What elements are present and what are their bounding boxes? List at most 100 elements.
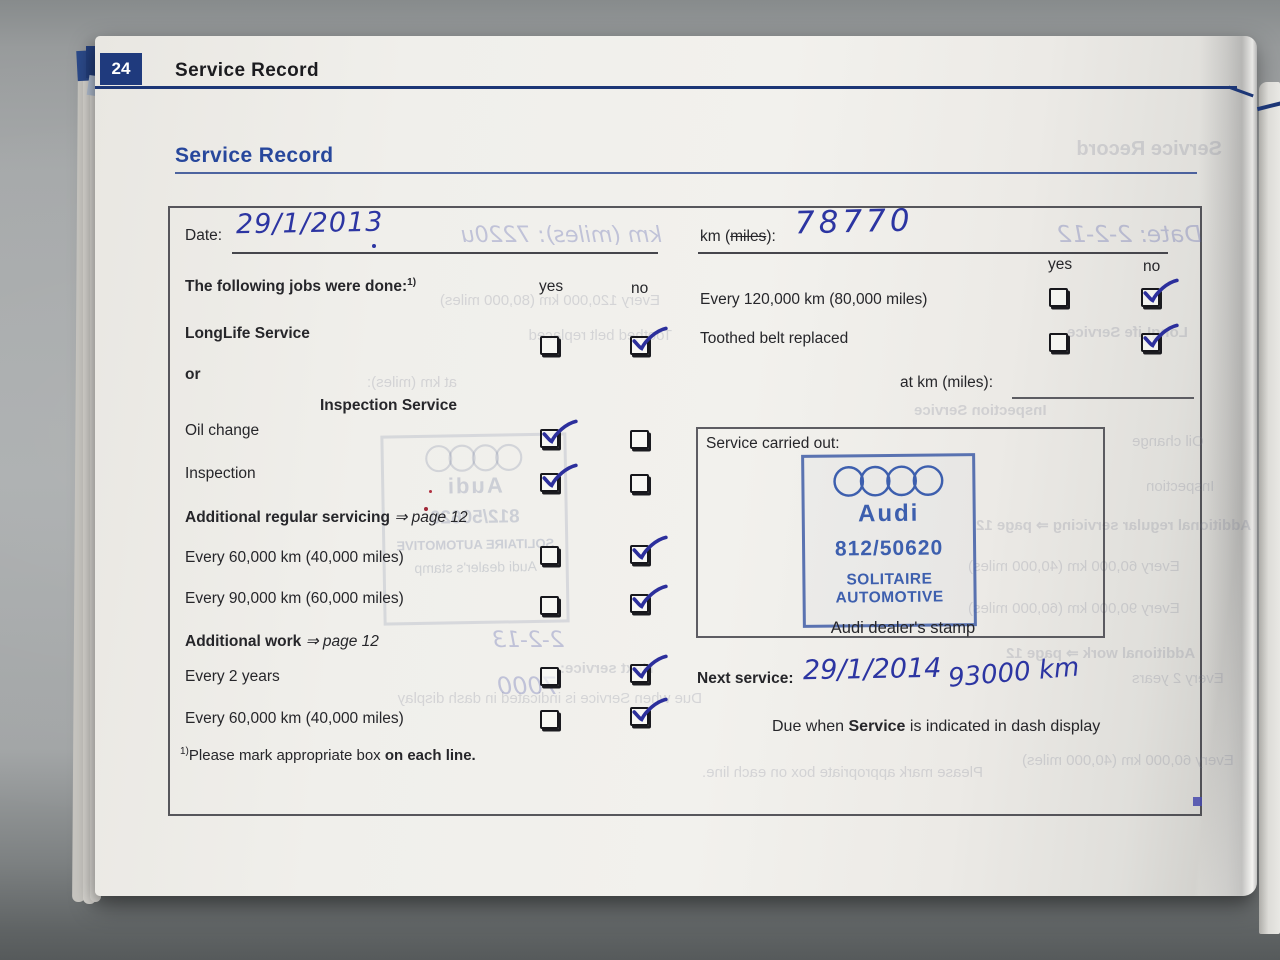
km-miles-label: km (miles):: [700, 228, 776, 245]
checkmark-icon: [632, 697, 668, 722]
checkbox-every-2-years-no[interactable]: [630, 654, 668, 683]
section-rule: [175, 172, 1197, 174]
stamp-dealer-name-1: SOLITAIRE: [846, 570, 933, 589]
running-header-title: Service Record: [175, 60, 319, 81]
bleedthrough-hand-date: 2-2-13: [492, 628, 564, 653]
bleedthrough-km: km (miles): 7220u: [460, 223, 662, 248]
checkbox-every-60000-yes[interactable]: [540, 546, 559, 565]
page-curl-shading: [1199, 36, 1257, 896]
checkmark-icon: [632, 326, 668, 351]
pen-dot: [372, 244, 376, 248]
checkbox-every-120000-no[interactable]: [1141, 278, 1179, 307]
blue-sticker-mark: [1193, 797, 1202, 806]
label-every-60000: Every 60,000 km (40,000 miles): [185, 549, 404, 566]
checkmark-icon: [632, 584, 668, 609]
label-every-2-years: Every 2 years: [185, 668, 280, 685]
checkbox-toothed-belt-no[interactable]: [1141, 323, 1179, 352]
checkmark-icon: [1143, 323, 1179, 348]
bleedthrough-atkm: at km (miles):: [367, 374, 457, 391]
heading-additional-work: Additional work ⇒ page 12: [185, 633, 379, 650]
bleedthrough-stamp-name: SOLITAIRE AUTOMOTIVE: [396, 535, 555, 554]
miles-struck-text: miles: [730, 228, 767, 245]
stamp-brand: Audi: [857, 499, 920, 528]
page-number: 24: [111, 59, 131, 78]
bleedthrough-inspection-service: Inspection Service: [914, 402, 1047, 419]
header-rule: [95, 86, 1237, 89]
checkmark-icon: [1143, 278, 1179, 303]
checkbox-every-90000-yes[interactable]: [540, 596, 559, 615]
label-every-120000: Every 120,000 km (80,000 miles): [700, 291, 928, 308]
checkbox-longlife-yes[interactable]: [540, 336, 559, 355]
checkbox-every-2-years-yes[interactable]: [540, 667, 559, 686]
page-ref: ⇒ page 12: [394, 509, 468, 526]
bleedthrough-stamp-brand: Audi: [445, 472, 503, 499]
service-record-page: [95, 36, 1257, 896]
service-record-form: Date: 2-2-12 km (miles): 7220u Every 120…: [168, 202, 1251, 816]
stamp-dealer-name-2: AUTOMOTIVE: [835, 588, 944, 607]
checkbox-every-60000-b-no[interactable]: [630, 697, 668, 726]
checkmark-icon: [542, 463, 578, 488]
checkmark-icon: [632, 654, 668, 679]
checkmark-icon: [632, 535, 668, 560]
page-ref: ⇒ page 12: [305, 633, 379, 650]
label-every-90000: Every 90,000 km (60,000 miles): [185, 590, 404, 607]
left-col-yes-header: yes: [539, 278, 564, 295]
bleedthrough-please-mark: Please mark appropriate box on each line…: [702, 764, 984, 781]
jobs-heading: The following jobs were done:1): [185, 277, 417, 296]
next-service-km-handwritten: 93000 km: [946, 652, 1081, 694]
checkbox-oil-change-yes[interactable]: [540, 419, 578, 448]
ink-speck: [424, 507, 428, 511]
footnote-ref: 1): [407, 277, 417, 288]
checkbox-toothed-belt-yes[interactable]: [1049, 333, 1068, 352]
audi-rings-icon: [833, 465, 944, 497]
section-title: Service Record: [175, 144, 334, 167]
checkbox-every-60000-no[interactable]: [630, 535, 668, 564]
date-handwritten-value: 29/1/2013: [235, 206, 384, 241]
checkbox-oil-change-no[interactable]: [630, 430, 649, 449]
label-toothed-belt: Toothed belt replaced: [700, 330, 849, 347]
label-every-60000-b: Every 60,000 km (40,000 miles): [185, 710, 404, 727]
due-service-bold: Service: [848, 718, 906, 735]
bleedthrough-date: Date: 2-2-12: [1056, 222, 1202, 248]
label-inspection: Inspection: [185, 465, 256, 482]
due-when-line: Due when Service is indicated in dash di…: [772, 718, 1101, 735]
label-or: or: [185, 366, 201, 383]
stamp-dealer-code: 812/50620: [834, 536, 944, 561]
page-number-tab: 24: [100, 53, 142, 85]
date-label: Date:: [185, 227, 223, 244]
bleedthrough-every120k: Every 120,000 km (80,000 miles): [439, 292, 660, 309]
label-longlife-service: LongLife Service: [185, 325, 310, 342]
service-carried-out-box: Service carried out: Audi 812/50620 SOLI…: [696, 427, 1105, 638]
ink-speck: [429, 490, 432, 493]
checkbox-inspection-yes[interactable]: [540, 463, 578, 492]
checkbox-every-60000-b-yes[interactable]: [540, 710, 559, 729]
left-col-no-header: no: [631, 280, 649, 297]
right-col-yes-header: yes: [1048, 256, 1073, 273]
bleedthrough-oil-change: Oil change: [1132, 433, 1204, 450]
checkbox-longlife-no[interactable]: [630, 326, 668, 355]
label-inspection-service: Inspection Service: [320, 397, 457, 414]
checkmark-icon: [542, 419, 578, 444]
checkbox-every-120000-yes[interactable]: [1049, 288, 1068, 307]
audi-rings-ghost-icon: [425, 443, 523, 473]
audi-dealer-stamp: Audi 812/50620 SOLITAIRE AUTOMOTIVE: [801, 453, 977, 628]
bleedthrough-stamp-caption: Audi dealer's stamp: [414, 558, 538, 577]
km-field-line[interactable]: [698, 252, 1168, 254]
next-service-date-handwritten: 29/1/2014: [802, 652, 942, 687]
date-field-line[interactable]: [232, 252, 658, 254]
service-carried-out-label: Service carried out:: [706, 435, 840, 452]
footnote: 1)Please mark appropriate box on each li…: [180, 746, 476, 764]
checkbox-every-90000-no[interactable]: [630, 584, 668, 613]
at-km-field-line[interactable]: [1012, 397, 1194, 399]
next-page-edge: [1256, 82, 1280, 934]
next-page-header-line: [1256, 100, 1280, 112]
checkbox-inspection-no[interactable]: [630, 474, 649, 493]
stamp-caption: Audi dealer's stamp: [830, 619, 976, 637]
km-handwritten-value: 78770: [794, 202, 915, 242]
next-service-label: Next service:: [697, 670, 794, 687]
label-oil-change: Oil change: [185, 422, 260, 439]
at-km-label: at km (miles):: [900, 374, 993, 391]
heading-additional-regular-servicing: Additional regular servicing ⇒ page 12: [185, 509, 468, 526]
right-col-no-header: no: [1143, 258, 1161, 275]
